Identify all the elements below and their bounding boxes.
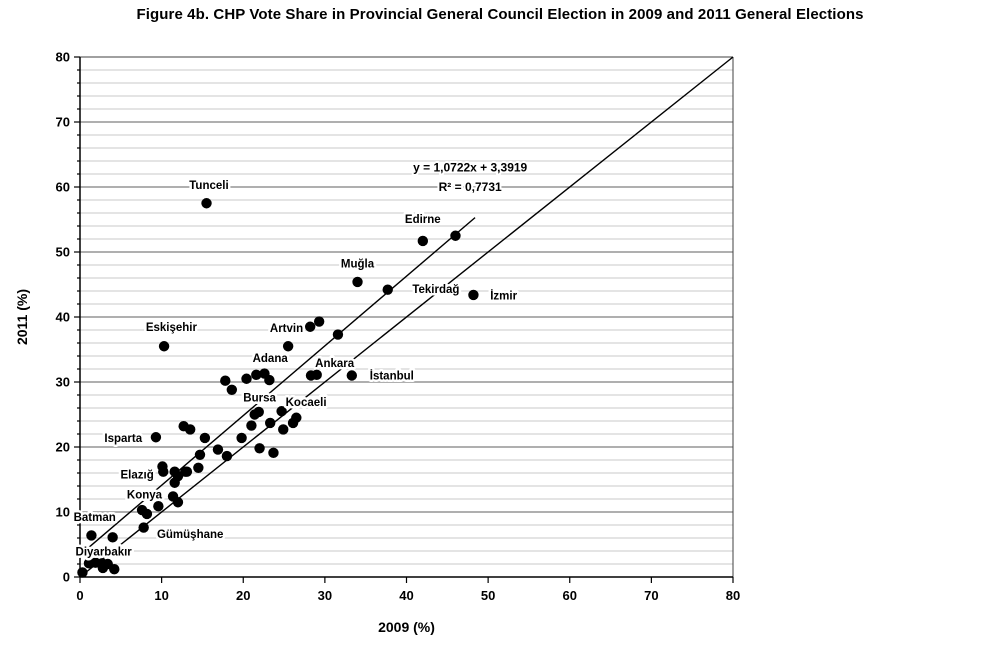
data-point	[264, 417, 276, 429]
data-point	[313, 316, 325, 327]
point-label: Muğla	[341, 259, 375, 271]
data-point	[158, 466, 169, 477]
data-point	[220, 375, 231, 386]
data-point	[169, 477, 180, 488]
point-label: İzmir	[490, 290, 517, 303]
data-point	[109, 564, 120, 575]
point-label: Kocaeli	[286, 397, 327, 409]
data-point	[268, 447, 279, 459]
x-axis-title: 2009 (%)	[378, 619, 435, 635]
data-point	[311, 369, 322, 381]
y-tick-label: 70	[56, 115, 70, 130]
x-tick-label: 50	[481, 588, 495, 603]
data-point	[236, 432, 247, 444]
data-point	[153, 500, 164, 512]
x-tick-label: 30	[318, 588, 332, 603]
data-point	[249, 409, 260, 420]
data-point	[468, 289, 479, 301]
data-point	[352, 276, 363, 288]
point-label: Tunceli	[189, 180, 228, 192]
y-tick-label: 40	[56, 310, 70, 325]
data-point	[282, 341, 294, 352]
data-point	[450, 230, 461, 241]
x-tick-label: 0	[76, 588, 83, 603]
point-label: Eskişehir	[146, 322, 198, 334]
data-point	[180, 466, 191, 477]
trendline-r2: R² = 0,7731	[439, 180, 502, 194]
data-point	[417, 235, 429, 247]
chart-title: Figure 4b. CHP Vote Share in Provincial …	[136, 6, 864, 23]
data-point	[150, 432, 162, 443]
point-label: Elazığ	[121, 469, 154, 481]
data-point	[97, 562, 109, 574]
data-point	[77, 567, 88, 578]
data-point	[241, 373, 252, 384]
point-label: Gümüşhane	[157, 529, 223, 541]
data-point	[226, 384, 238, 395]
x-tick-label: 60	[563, 588, 577, 603]
x-tick-label: 20	[236, 588, 250, 603]
data-point	[276, 406, 287, 417]
trendline-equation: y = 1,0722x + 3,3919	[413, 161, 527, 175]
point-label: İstanbul	[370, 370, 414, 383]
x-tick-label: 10	[154, 588, 168, 603]
data-point	[141, 508, 153, 520]
data-point	[259, 368, 270, 379]
data-point	[221, 450, 233, 462]
data-point	[193, 462, 204, 473]
y-tick-label: 30	[56, 375, 70, 390]
data-point	[201, 198, 212, 209]
point-label: Ankara	[315, 358, 355, 370]
data-point	[246, 420, 257, 431]
data-point	[332, 329, 344, 340]
y-tick-label: 0	[63, 570, 70, 585]
data-point	[251, 369, 262, 381]
trendline	[79, 217, 476, 556]
data-point	[138, 522, 149, 533]
x-tick-label: 40	[399, 588, 413, 603]
identity-line	[79, 56, 734, 578]
data-point	[158, 341, 170, 352]
data-point	[184, 424, 196, 435]
y-axis-title: 2011 (%)	[14, 289, 30, 345]
data-point	[291, 412, 302, 423]
data-point	[107, 532, 118, 543]
data-point	[199, 432, 211, 444]
data-point	[382, 284, 393, 295]
point-label: Bursa	[243, 393, 276, 405]
x-tick-label: 70	[644, 588, 658, 603]
point-label: Batman	[74, 512, 116, 524]
x-tick-label: 80	[726, 588, 740, 603]
data-point	[254, 443, 265, 454]
y-tick-label: 20	[56, 440, 70, 455]
y-tick-label: 50	[56, 245, 70, 260]
point-label: Konya	[127, 489, 163, 501]
data-point	[167, 491, 179, 502]
data-point	[212, 444, 224, 455]
point-label: Artvin	[270, 323, 303, 335]
point-label: Adana	[253, 353, 289, 365]
point-label: Diyarbakır	[76, 547, 133, 559]
data-point	[346, 370, 358, 381]
y-tick-label: 80	[56, 50, 70, 65]
point-label: Edirne	[405, 214, 441, 226]
data-point	[194, 449, 206, 460]
data-point	[278, 424, 289, 435]
y-tick-label: 10	[56, 505, 70, 520]
point-label: Isparta	[104, 433, 142, 445]
data-point	[86, 530, 97, 541]
data-point	[304, 321, 316, 332]
data-point	[90, 557, 101, 568]
point-label: Tekirdağ	[412, 284, 459, 296]
y-tick-label: 60	[56, 180, 70, 195]
